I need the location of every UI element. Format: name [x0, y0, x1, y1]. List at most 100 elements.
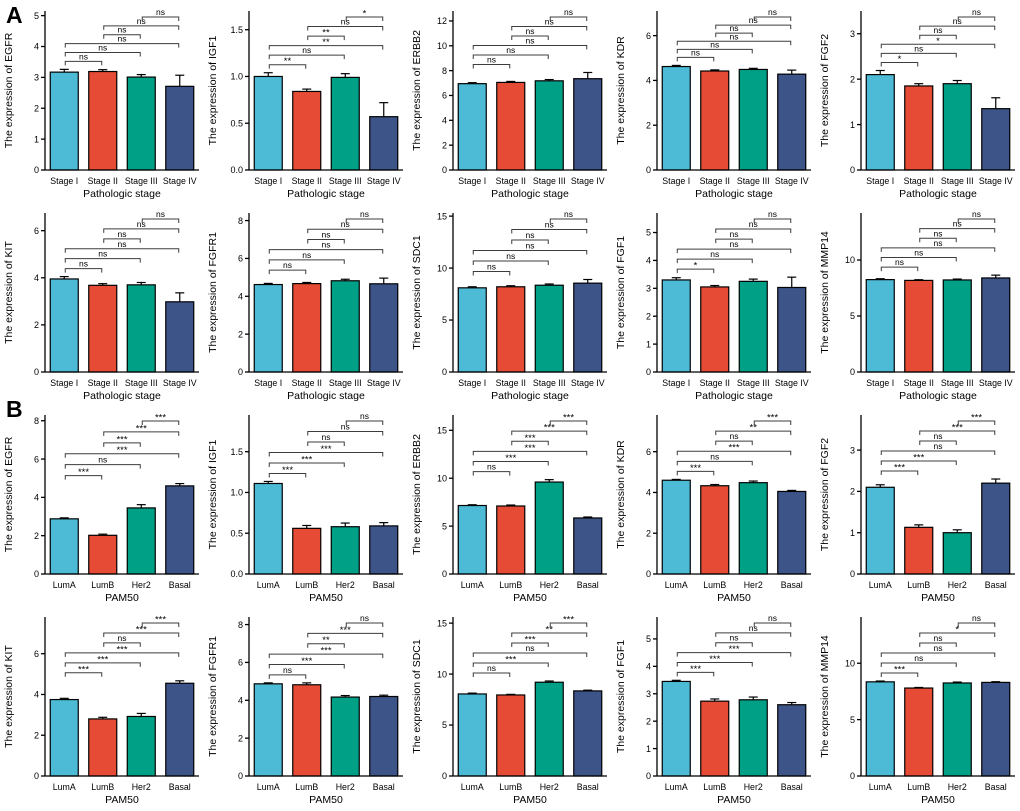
sig-label: ns [730, 31, 739, 41]
y-tick-label: 1.0 [230, 72, 243, 82]
bracket-line [307, 238, 345, 244]
sig-bracket: ns [472, 262, 511, 276]
bracket-line [919, 34, 957, 40]
bracket-line [307, 35, 345, 41]
bracket-line [919, 25, 996, 31]
sig-label: ns [730, 431, 739, 441]
sig-bracket: * [345, 9, 384, 21]
chart-b-sdc1: 0 5 10 15 LumA LumB Her2 Basal PAM50 The expressi… [411, 615, 607, 806]
subplot-b-kit: 0 2 4 6 LumA LumB Her2 Basal PAM50 The expression… [0, 606, 204, 808]
x-category-label: Stage III [125, 176, 158, 186]
sig-label: *** [116, 445, 127, 456]
bracket-line [268, 249, 384, 254]
bar-stage-iii [942, 279, 972, 373]
sig-bracket: ns [919, 228, 957, 243]
bracket-line [307, 643, 345, 648]
sig-bracket: ns [472, 643, 588, 658]
x-category-label: LumA [461, 782, 484, 792]
sig-bracket: ** [268, 37, 384, 50]
sig-label: *** [155, 615, 166, 626]
sig-label: *** [155, 413, 166, 424]
bracket-line [549, 218, 588, 223]
bar-stage-ii [292, 90, 322, 171]
sig-label: *** [913, 453, 924, 464]
sig-label: ns [749, 15, 758, 25]
x-axis-title: PAM50 [921, 592, 955, 604]
sig-label: *** [709, 654, 720, 665]
x-category-label: Stage II [496, 378, 526, 388]
x-category-label: LumA [665, 782, 688, 792]
sig-label: ns [322, 229, 331, 239]
bracket-line [880, 672, 919, 678]
sig-label: *** [136, 423, 147, 434]
sig-label: *** [544, 423, 555, 434]
x-axis-title: Pathologic stage [899, 188, 977, 200]
sig-bracket: ns [511, 220, 588, 234]
bracket-line [676, 48, 753, 54]
sig-label: ns [322, 240, 331, 250]
sig-label: ns [953, 219, 962, 229]
sig-bracket: ns [676, 451, 753, 466]
chart-b-mmp14: 0 5 10 LumA LumB Her2 Basal PAM50 The expression… [819, 613, 1015, 806]
bar-stage-ii [88, 284, 118, 373]
sig-label: ns [341, 421, 350, 431]
y-tick-label: 2 [34, 531, 39, 541]
sig-bracket: ns [919, 633, 957, 648]
y-tick-label: 0 [34, 569, 39, 579]
x-axis-title: PAM50 [717, 592, 751, 604]
sig-bracket: *** [141, 615, 180, 627]
sig-label: *** [563, 615, 574, 626]
bracket-line [268, 462, 345, 467]
y-tick-label: 8 [238, 216, 243, 226]
sig-label: ns [972, 209, 981, 219]
subplot-a-kdr: 0 2 4 6 Stage I Stage II Stage III Stage IV Path… [612, 0, 816, 202]
bracket-line [103, 632, 180, 637]
sig-bracket: ns [141, 7, 180, 21]
bracket-line [919, 228, 996, 233]
sig-label: ns [322, 432, 331, 442]
sig-label: * [363, 9, 367, 20]
bar-stage-iv [981, 277, 1011, 373]
bracket-line [511, 430, 588, 436]
sig-label: *** [97, 654, 108, 665]
sig-label: ns [934, 441, 943, 451]
bar-her2 [942, 682, 972, 777]
chart-a-fgfr1: 0 2 4 6 8 Stage I Stage II Stage III Stage IVPat… [207, 209, 403, 402]
y-axis-title: The expression of EGFR [3, 32, 15, 148]
y-tick-label: 6 [34, 226, 39, 236]
y-tick-label: 5 [34, 11, 39, 21]
sig-label: ns [730, 23, 739, 33]
x-axis-title: Pathologic stage [695, 390, 773, 402]
sig-bracket: ns [268, 45, 345, 60]
bar-stage-i [253, 75, 283, 171]
sig-bracket: ns [715, 623, 792, 637]
bar-stage-iv [369, 283, 399, 373]
x-category-label: LumA [257, 580, 280, 590]
y-axis-title: The expression of FGF1 [615, 640, 627, 753]
bar-stage-iv [777, 73, 807, 171]
bar-basal [981, 482, 1011, 575]
sig-label: ns [934, 633, 943, 643]
y-axis-title: The expression of FGF1 [615, 236, 627, 349]
chart-b-kit: 0 2 4 6 LumA LumB Her2 Basal PAM50 The expression… [3, 615, 199, 806]
sig-bracket: ns [472, 663, 511, 678]
bracket-line [715, 642, 753, 647]
sig-bracket: ns [676, 239, 792, 254]
bracket-line [676, 671, 715, 677]
sig-bracket: ns [307, 229, 345, 244]
sig-label: ** [322, 28, 330, 39]
x-category-label: Stage I [458, 378, 486, 388]
y-tick-label: 0 [850, 569, 855, 579]
chart-a-fgf2: 0 1 2 3 Stage I Stage II Stage III Stage IVPath… [819, 7, 1015, 200]
sig-label: ** [750, 423, 758, 434]
sig-label: ** [322, 635, 330, 646]
sig-label: *** [116, 644, 127, 655]
sig-bracket: ns [268, 250, 345, 264]
bracket-line [103, 642, 141, 647]
y-tick-label: 15 [437, 211, 447, 221]
sig-label: ns [526, 26, 535, 36]
bracket-line [880, 662, 957, 668]
x-category-label: LumB [907, 580, 930, 590]
y-tick-label: 5 [442, 720, 447, 730]
x-category-label: Stage II [904, 176, 934, 186]
